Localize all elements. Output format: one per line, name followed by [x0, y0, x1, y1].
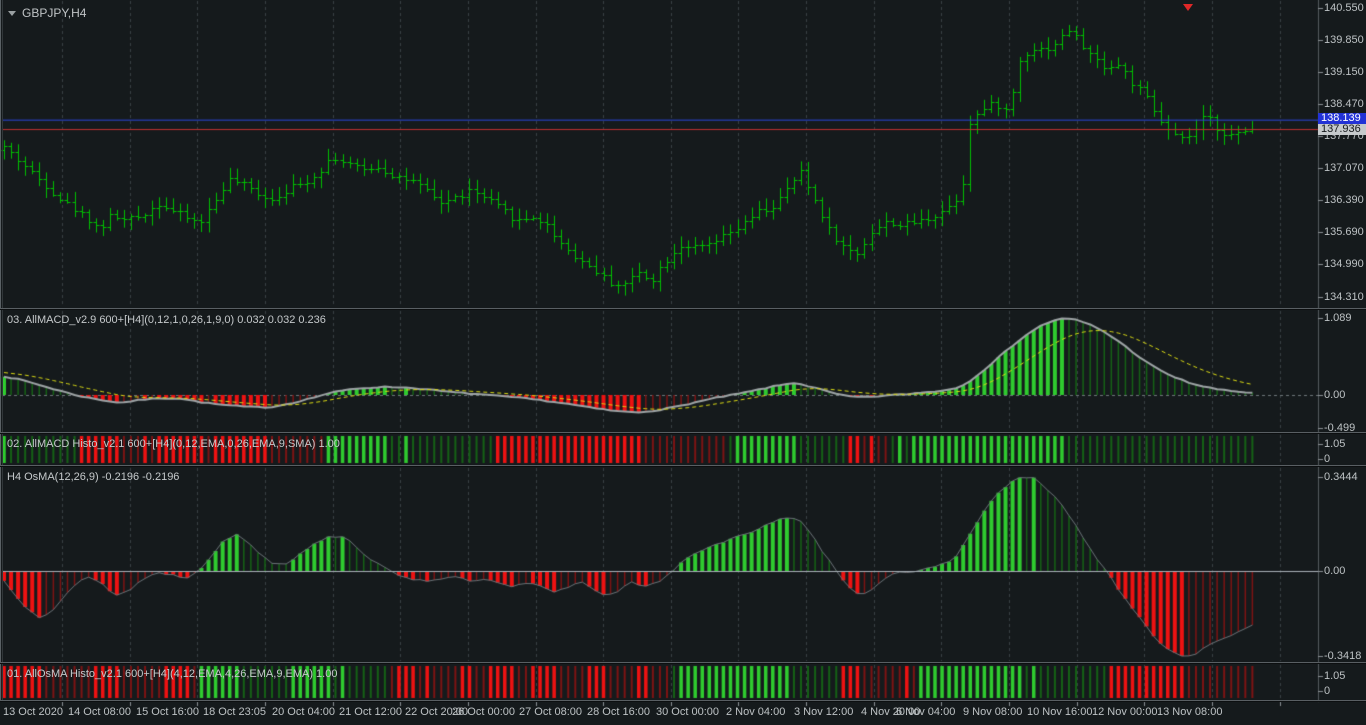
- time-tick-label: 13 Nov 08:00: [1157, 706, 1223, 718]
- price-scale[interactable]: 140.550 139.850 139.150 138.470 137.770 137.0…: [1318, 0, 1366, 702]
- time-tick-label: 3 Nov 12:00: [794, 706, 854, 718]
- price-tick-label: 140.550: [1324, 2, 1364, 14]
- window-left-border: [0, 0, 1, 702]
- price-tick-label: 138.470: [1324, 98, 1364, 110]
- price-tick-label: 134.310: [1324, 291, 1364, 303]
- chart-shift-marker-icon[interactable]: [1183, 4, 1193, 11]
- price-tick-label: 136.390: [1324, 194, 1364, 206]
- bid-price-box: 138.139: [1318, 113, 1366, 124]
- price-tick-label: 134.990: [1324, 258, 1364, 270]
- osma-scale-label: 0.3444: [1324, 471, 1358, 483]
- price-tick-label: 139.150: [1324, 66, 1364, 78]
- macd-histo-indicator-label: 02. AllMACD Histo_v2.1 600+[H4](0,12,EMA…: [7, 438, 340, 450]
- time-tick-label: 30 Oct 00:00: [656, 706, 719, 718]
- time-tick-label: 26 Oct 00:00: [452, 706, 515, 718]
- macd-pane[interactable]: [0, 310, 1318, 432]
- macd-scale-label: 0.00: [1324, 389, 1346, 401]
- time-tick-label: 2 Nov 04:00: [726, 706, 786, 718]
- time-tick-label: 18 Oct 23:05: [203, 706, 266, 718]
- chart-title: GBPJPY,H4: [22, 6, 87, 20]
- window-left-border-inner: [2, 0, 3, 702]
- osma-histo-scale-label: 0: [1324, 685, 1331, 697]
- macd-scale-label: 1.089: [1324, 312, 1352, 324]
- osma-indicator-label: H4 OsMA(12,26,9) -0.2196 -0.2196: [7, 471, 180, 483]
- price-chart-pane[interactable]: [0, 0, 1318, 308]
- time-tick-label: 15 Oct 16:00: [136, 706, 199, 718]
- macd-indicator-label: 03. AllMACD_v2.9 600+[H4](0,12,1,0,26,1,…: [7, 314, 326, 326]
- time-tick-label: 13 Oct 2020: [3, 706, 63, 718]
- time-tick-label: 21 Oct 12:00: [339, 706, 402, 718]
- time-tick-label: 6 Nov 04:00: [896, 706, 956, 718]
- time-scale[interactable]: 13 Oct 2020 14 Oct 08:00 15 Oct 16:00 18 Oc…: [0, 702, 1366, 725]
- time-tick-label: 10 Nov 16:00: [1027, 706, 1093, 718]
- time-tick-label: 14 Oct 08:00: [68, 706, 131, 718]
- pane-separator[interactable]: [0, 308, 1366, 310]
- symbol-dropdown[interactable]: GBPJPY,H4: [8, 6, 86, 20]
- last-price-box: 137.936: [1318, 124, 1366, 135]
- pane-separator[interactable]: [0, 432, 1366, 434]
- price-tick-label: 139.850: [1324, 34, 1364, 46]
- pane-separator[interactable]: [0, 465, 1366, 467]
- pane-separator[interactable]: [0, 662, 1366, 664]
- price-tick-label: 135.690: [1324, 226, 1364, 238]
- time-tick-label: 28 Oct 16:00: [587, 706, 650, 718]
- time-tick-label: 12 Nov 00:00: [1092, 706, 1158, 718]
- osma-histo-scale-label: 1.05: [1324, 670, 1346, 682]
- pane-separator[interactable]: [0, 700, 1366, 702]
- macd-scale-label: -0.499: [1324, 422, 1356, 434]
- chevron-down-icon: [8, 10, 16, 16]
- time-tick-label: 22 Oct 20:00: [405, 706, 468, 718]
- time-tick-label: 4 Nov 20:00: [861, 706, 921, 718]
- price-tick-label: 137.070: [1324, 162, 1364, 174]
- time-tick-label: 27 Oct 08:00: [519, 706, 582, 718]
- macd-histo-scale-label: 0: [1324, 453, 1331, 465]
- macd-histo-scale-label: 1.05: [1324, 438, 1346, 450]
- osma-scale-label: -0.3418: [1324, 650, 1362, 662]
- osma-scale-label: 0.00: [1324, 565, 1346, 577]
- time-tick-label: 9 Nov 08:00: [963, 706, 1023, 718]
- osma-pane[interactable]: [0, 467, 1318, 662]
- osma-histo-indicator-label: 01. AllOsMA Histo_v2.1 600+[H4](4,12,EMA…: [7, 668, 338, 680]
- time-tick-label: 20 Oct 04:00: [272, 706, 335, 718]
